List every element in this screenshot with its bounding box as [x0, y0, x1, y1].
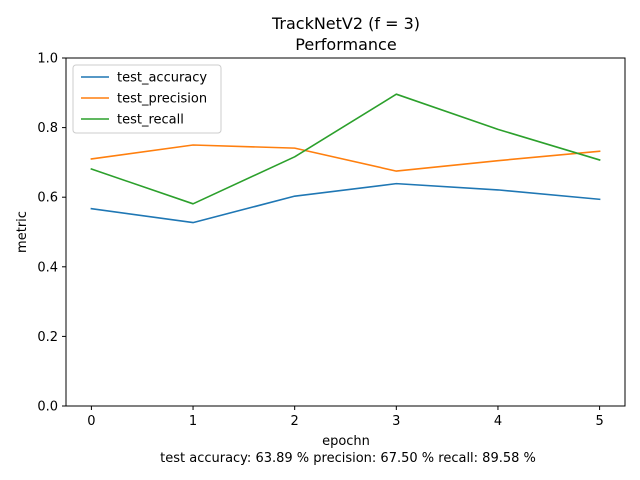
series-line-test-recall [90, 93, 601, 205]
x-tick-label: 5 [595, 414, 603, 429]
results-caption: test accuracy: 63.89 % precision: 67.50 … [160, 451, 536, 466]
x-axis-label: epochn [322, 434, 370, 449]
legend-box [72, 64, 222, 134]
y-tick-label: 0.2 [37, 330, 58, 345]
legend: test_accuracy test_precision test_recall [72, 64, 222, 134]
y-tick-label: 0.4 [37, 260, 58, 275]
legend-items: test_accuracy test_precision test_recall [81, 71, 207, 128]
x-tick-label: 4 [494, 414, 502, 429]
y-axis-label: metric [15, 211, 30, 253]
x-tick-label: 1 [189, 414, 197, 429]
y-tick-label: 0.0 [37, 400, 58, 415]
series-layer [90, 93, 601, 224]
y-tick-label: 1.0 [37, 52, 58, 67]
x-tick-label: 0 [87, 414, 95, 429]
chart-title: TrackNetV2 (f = 3) [271, 14, 420, 33]
y-tick-label: 0.8 [37, 121, 58, 136]
x-tick-label: 2 [291, 414, 299, 429]
series-line-test-precision [90, 144, 601, 172]
legend-label: test_precision [117, 92, 207, 107]
y-axis-ticks: 0.0 0.2 0.4 0.6 0.8 1.0 [37, 52, 66, 415]
chart-subtitle: Performance [295, 35, 396, 54]
plot-frame [65, 57, 626, 407]
legend-label: test_accuracy [117, 71, 207, 86]
y-tick-label: 0.6 [37, 191, 58, 206]
x-tick-label: 3 [392, 414, 400, 429]
series-line-test-accuracy [90, 182, 601, 224]
legend-label: test_recall [117, 113, 184, 128]
x-axis-ticks: 0 1 2 3 4 5 [87, 406, 604, 429]
